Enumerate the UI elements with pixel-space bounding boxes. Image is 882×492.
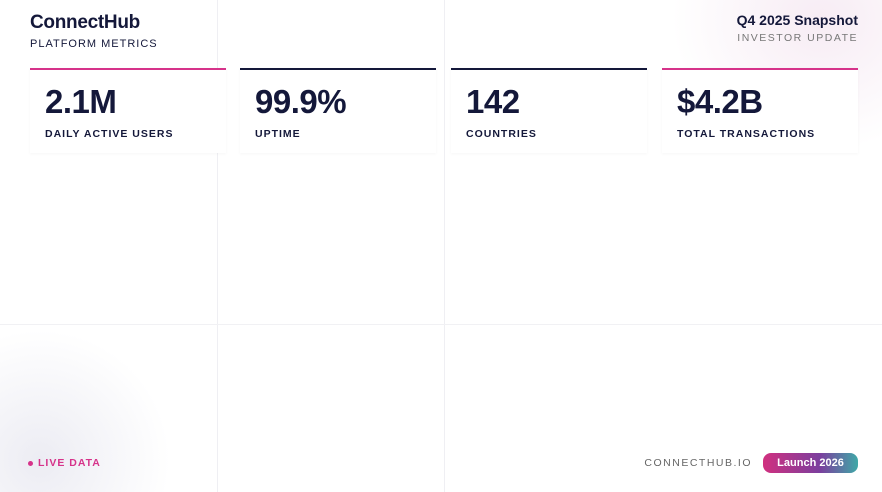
period: Q4 2025 Snapshot INVESTOR UPDATE [737, 12, 858, 44]
metric-value: 2.1M [45, 83, 117, 120]
grid-line [217, 0, 218, 492]
brand: ConnectHub PLATFORM METRICS [30, 12, 158, 50]
live-dot-icon [28, 460, 33, 466]
metric-label: TOTAL TRANSACTIONS [677, 128, 816, 140]
period-subtitle: INVESTOR UPDATE [737, 32, 858, 44]
metric-card-total-transactions: $4.2B TOTAL TRANSACTIONS [662, 68, 858, 153]
metric-value: $4.2B [677, 83, 763, 120]
launch-badge: Launch 2026 [763, 453, 858, 473]
metric-card-uptime: 99.9% UPTIME [240, 68, 436, 153]
metric-label: UPTIME [255, 128, 301, 140]
grid-line [0, 324, 882, 325]
metric-label: COUNTRIES [466, 128, 537, 140]
period-title: Q4 2025 Snapshot [736, 12, 858, 28]
grid-line [444, 0, 445, 492]
metric-value: 142 [466, 83, 520, 120]
metric-card-countries: 142 COUNTRIES [451, 68, 647, 153]
brand-subtitle: PLATFORM METRICS [30, 38, 158, 50]
brand-name: ConnectHub [30, 12, 140, 33]
metric-card-daily-active-users: 2.1M DAILY ACTIVE USERS [30, 68, 226, 153]
background-glow [0, 330, 200, 492]
live-data-indicator: LIVE DATA [28, 457, 101, 469]
website-link[interactable]: CONNECTHUB.IO [644, 457, 752, 469]
metric-value: 99.9% [255, 83, 347, 120]
metric-label: DAILY ACTIVE USERS [45, 128, 174, 140]
live-data-label: LIVE DATA [38, 457, 101, 469]
